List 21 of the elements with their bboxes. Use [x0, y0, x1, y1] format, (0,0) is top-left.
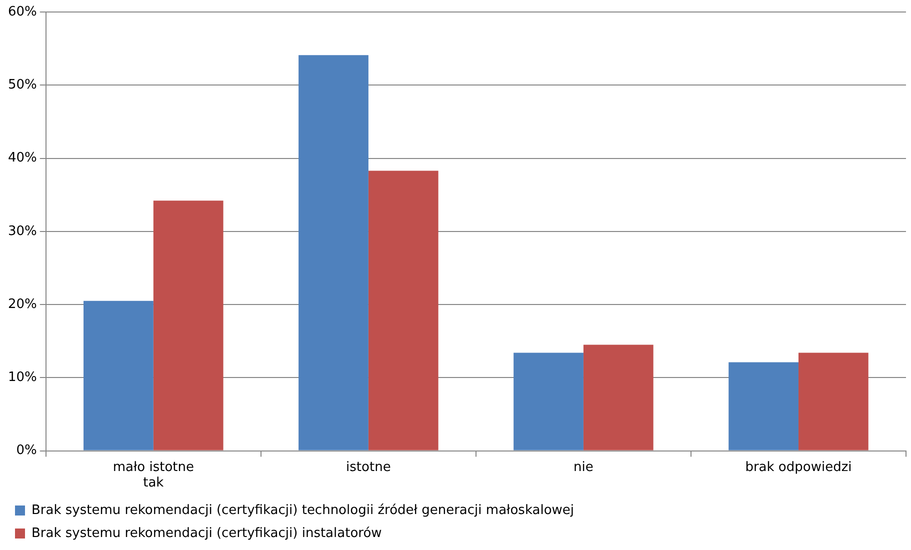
y-tick-label: 20% [8, 296, 37, 312]
x-tick-label: nie [574, 460, 594, 475]
bar [84, 300, 154, 450]
bar [583, 344, 654, 450]
y-tick-label: 60% [8, 4, 37, 20]
x-tick-label: mało istotne tak [112, 460, 194, 491]
x-tick-label: brak odpowiedzi [745, 460, 852, 475]
y-tick-label: 40% [8, 150, 37, 166]
y-tick-label: 0% [16, 443, 37, 458]
bar [798, 352, 868, 450]
y-tick-label: 10% [8, 370, 37, 386]
y-tick-label: 50% [8, 78, 37, 93]
legend-label: Brak systemu rekomendacji (certyfikacji) instalatorów [32, 526, 382, 541]
bar [514, 352, 584, 450]
bar [728, 362, 798, 450]
y-tick-label: 30% [8, 224, 37, 239]
bar [298, 55, 368, 450]
bar [153, 200, 224, 450]
x-tick-label: istotne [346, 460, 391, 475]
legend-label: Brak systemu rekomendacji (certyfikacji) technologii źródeł generacji małoskalowej [32, 502, 574, 518]
bar [368, 170, 438, 450]
